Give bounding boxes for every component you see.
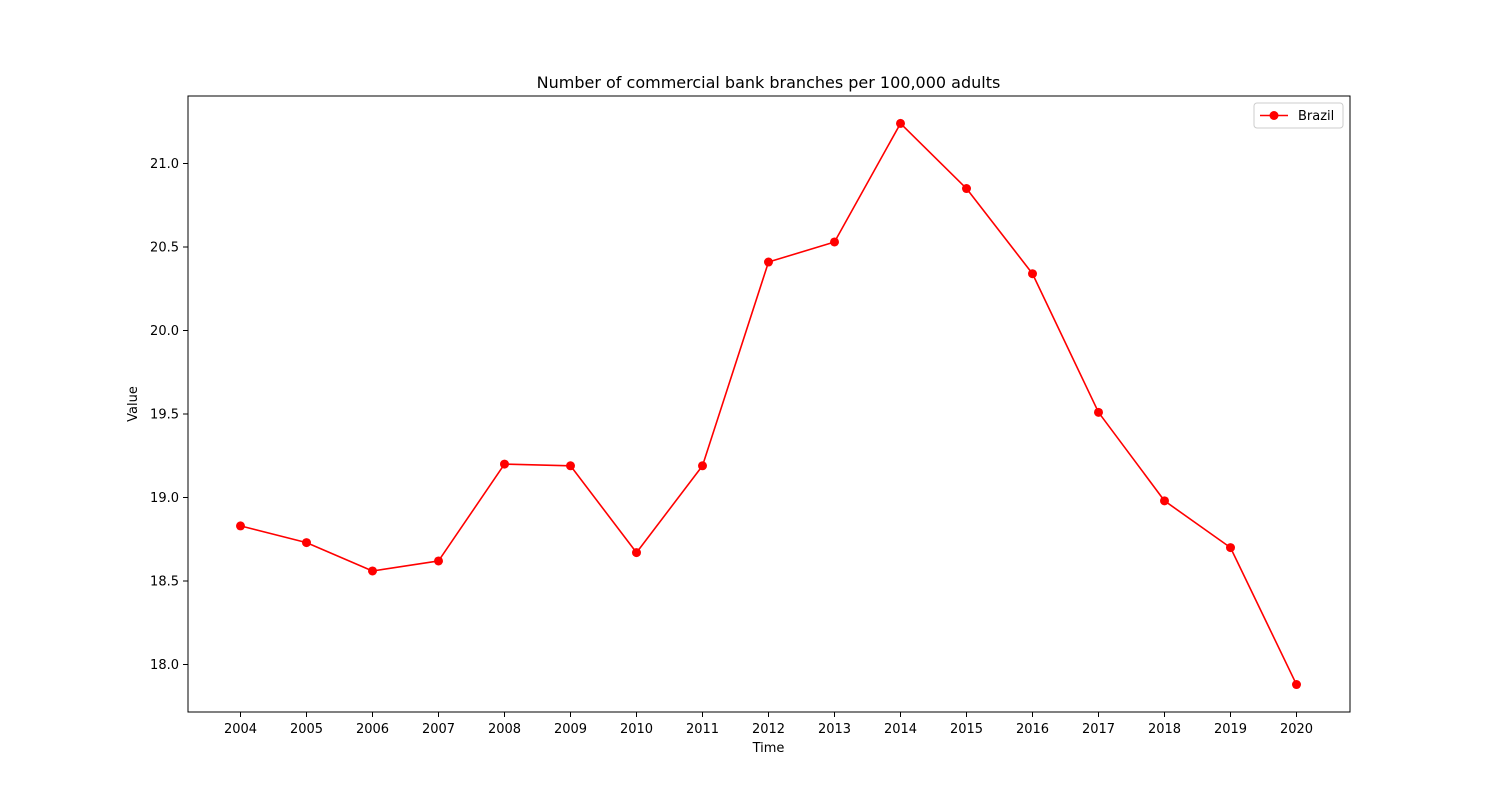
data-point	[500, 459, 509, 469]
x-tick-label: 2020	[1280, 722, 1313, 737]
y-tick-label: 19.5	[150, 408, 179, 423]
x-tick-label: 2004	[224, 722, 257, 737]
data-point	[236, 521, 245, 531]
x-tick-label: 2008	[488, 722, 521, 737]
legend: Brazil	[1253, 102, 1344, 129]
chart-title: Number of commercial bank branches per 1…	[537, 73, 1001, 92]
legend-marker-brazil	[1269, 111, 1279, 120]
x-tick-label: 2019	[1214, 722, 1247, 737]
series-layer	[236, 118, 1301, 690]
data-point	[896, 118, 905, 128]
plot-area	[187, 95, 1351, 713]
y-axis-title: Value	[126, 386, 141, 422]
x-tick-label: 2017	[1082, 722, 1115, 737]
x-axis-title: Time	[752, 741, 785, 756]
x-tick-label: 2012	[752, 722, 785, 737]
y-tick-label: 20.5	[150, 241, 179, 256]
x-tick-label: 2006	[356, 722, 389, 737]
data-point	[1028, 269, 1037, 279]
x-tick-label: 2014	[884, 722, 917, 737]
x-axis: 2004 2005 2006 2007 2008 2009 2010 2011 2012 2013…	[224, 712, 1313, 737]
y-tick-label: 18.5	[150, 575, 179, 590]
x-tick-label: 2015	[950, 722, 983, 737]
y-tick-label: 19.0	[150, 491, 179, 506]
data-point	[632, 548, 641, 558]
data-point	[1094, 407, 1103, 417]
legend-label-brazil: Brazil	[1298, 109, 1334, 124]
y-tick-label: 20.0	[150, 324, 179, 339]
x-tick-label: 2009	[554, 722, 587, 737]
x-tick-label: 2005	[290, 722, 323, 737]
x-tick-label: 2018	[1148, 722, 1181, 737]
x-tick-label: 2013	[818, 722, 851, 737]
legend-box	[1253, 102, 1344, 129]
data-point	[698, 461, 707, 471]
data-point	[1160, 496, 1169, 506]
data-point	[302, 538, 311, 548]
data-point	[368, 566, 377, 576]
y-tick-label: 18.0	[150, 658, 179, 673]
data-point	[764, 257, 773, 267]
data-point	[830, 237, 839, 247]
series-line-brazil	[240, 122, 1298, 685]
data-point	[434, 556, 443, 566]
data-point	[566, 461, 575, 471]
x-tick-label: 2016	[1016, 722, 1049, 737]
plot-frame	[187, 95, 1351, 713]
y-tick-label: 21.0	[150, 157, 179, 172]
data-point	[1292, 680, 1301, 690]
y-axis: 18.0 18.5 19.0 19.5 20.0 20.5 21.0	[150, 157, 188, 673]
x-tick-label: 2007	[422, 722, 455, 737]
x-tick-label: 2011	[686, 722, 719, 737]
x-tick-label: 2010	[620, 722, 653, 737]
data-point	[962, 184, 971, 194]
data-point	[1226, 543, 1235, 553]
